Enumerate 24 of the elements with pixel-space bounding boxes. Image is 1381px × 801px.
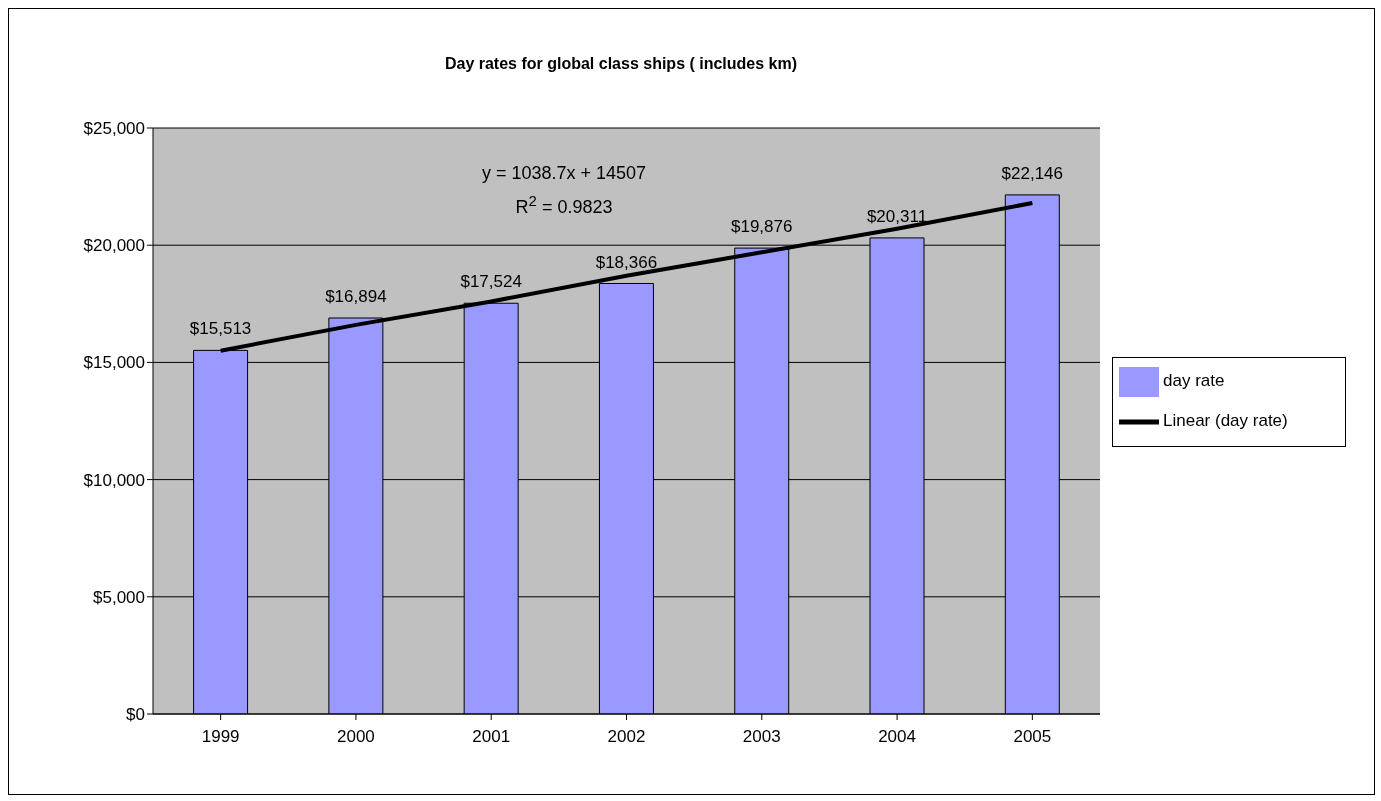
data-label: $16,894 xyxy=(325,287,387,306)
y-tick-label: $0 xyxy=(126,705,145,725)
y-tick-label: $15,000 xyxy=(83,353,145,373)
y-tick-label: $20,000 xyxy=(83,236,145,256)
y-tick-label: $5,000 xyxy=(93,587,145,607)
legend-label: day rate xyxy=(1163,370,1225,390)
y-tick-label: $10,000 xyxy=(83,470,145,490)
x-tick-label: 1999 xyxy=(201,727,240,747)
x-tick-label: 2001 xyxy=(472,727,511,747)
x-tick-label: 2004 xyxy=(878,727,916,747)
data-label: $19,876 xyxy=(731,217,793,237)
equation-note: y = 1038.7x + 14507 R$^{2}$ = 0.9823 xyxy=(480,162,648,219)
data-label: $17,524 xyxy=(460,272,522,292)
chart-title: Day rates for global class ships ( includes km) xyxy=(443,55,799,73)
legend-label: Linear (day rate) xyxy=(1163,410,1288,430)
x-tick-label: 2003 xyxy=(742,727,781,747)
data-label: $22,146 xyxy=(1001,163,1064,183)
x-tick-label: 2000 xyxy=(337,727,375,747)
data-label: $20,311 xyxy=(866,206,928,226)
x-tick-label: 2005 xyxy=(1013,727,1052,747)
y-tick-label: $25,000 xyxy=(83,119,145,139)
data-label: $18,366 xyxy=(595,252,658,272)
data-label: $15,513 xyxy=(189,319,252,339)
x-tick-label: 2002 xyxy=(607,727,646,747)
